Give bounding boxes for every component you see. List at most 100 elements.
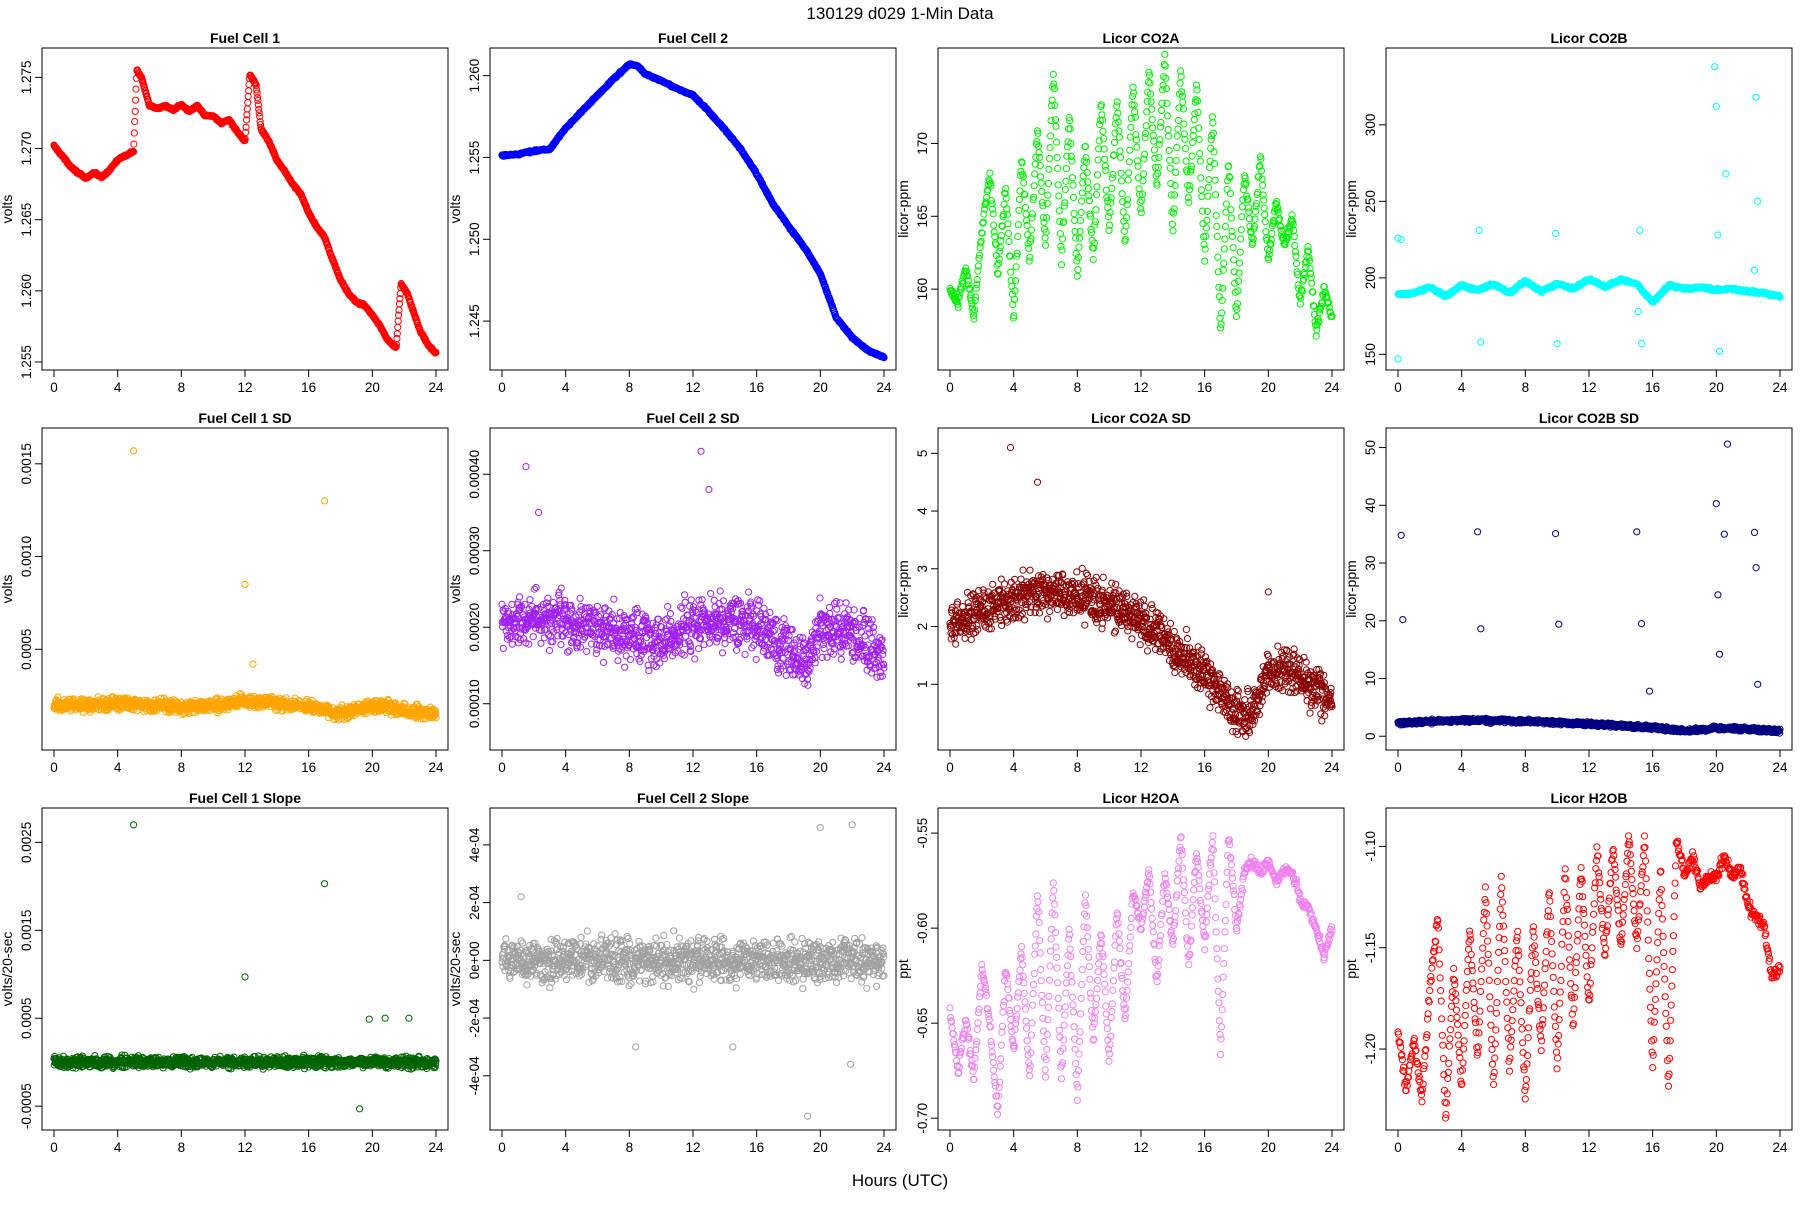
data-point xyxy=(1196,136,1202,142)
data-point xyxy=(1016,207,1022,213)
data-point xyxy=(1100,128,1106,134)
data-point xyxy=(1142,151,1148,157)
x-tick-label: 8 xyxy=(1522,380,1530,395)
data-point xyxy=(1058,262,1064,268)
data-point xyxy=(1134,144,1140,150)
data-point xyxy=(1205,193,1211,199)
data-point xyxy=(1166,147,1172,153)
data-point xyxy=(1250,236,1256,242)
data-point xyxy=(1043,242,1049,248)
data-point xyxy=(1182,146,1188,152)
y-tick-label: 1.245 xyxy=(467,304,482,338)
data-point xyxy=(1090,256,1096,262)
data-point xyxy=(1197,158,1203,164)
panel-title: Licor CO2A xyxy=(1102,30,1179,46)
data-point xyxy=(530,634,536,640)
panel-title: Fuel Cell 1 xyxy=(210,30,280,46)
data-point xyxy=(1076,244,1082,250)
data-point xyxy=(509,641,515,647)
data-point xyxy=(1005,230,1011,236)
panel-title: Fuel Cell 2 SD xyxy=(646,410,739,426)
data-point xyxy=(1263,229,1269,235)
data-point xyxy=(1191,117,1197,123)
outlier-point xyxy=(1723,171,1729,177)
data-point xyxy=(1071,211,1077,217)
data-point xyxy=(1164,113,1170,119)
x-tick-label: 20 xyxy=(365,380,380,395)
data-point xyxy=(1054,139,1060,145)
outlier-point xyxy=(322,498,328,504)
data-point xyxy=(500,645,506,651)
data-point xyxy=(987,170,993,176)
data-point xyxy=(1176,105,1182,111)
data-point xyxy=(546,647,552,653)
data-point xyxy=(1215,254,1221,260)
data-point xyxy=(1102,156,1108,162)
plot-frame xyxy=(1386,48,1792,370)
outlier-point xyxy=(242,581,248,587)
data-point xyxy=(1223,201,1229,207)
x-tick-label: 4 xyxy=(562,380,570,395)
y-axis-label: volts xyxy=(0,575,15,604)
x-tick-label: 8 xyxy=(626,380,634,395)
data-point xyxy=(1015,222,1021,228)
x-tick-label: 12 xyxy=(685,760,700,775)
data-point xyxy=(1143,130,1149,136)
data-point xyxy=(1183,158,1189,164)
y-axis-label: volts xyxy=(447,195,463,224)
y-tick-label: 1.275 xyxy=(19,60,34,94)
data-point xyxy=(1180,99,1186,105)
data-point xyxy=(1156,154,1162,160)
data-point xyxy=(1095,172,1101,178)
x-tick-label: 0 xyxy=(1394,380,1402,395)
data-point xyxy=(1013,278,1019,284)
x-tick-label: 24 xyxy=(1772,380,1788,395)
x-tick-label: 20 xyxy=(1709,380,1724,395)
x-tick-label: 20 xyxy=(1261,380,1276,395)
x-tick-label: 24 xyxy=(876,380,892,395)
data-point xyxy=(1050,71,1056,77)
data-point xyxy=(1021,180,1027,186)
data-point xyxy=(1293,253,1299,259)
data-point xyxy=(1228,215,1234,221)
y-tick-label: 1.270 xyxy=(19,132,34,166)
data-point xyxy=(499,601,505,607)
x-tick-label: 12 xyxy=(237,380,252,395)
y-axis-label: licor-ppm xyxy=(895,180,911,238)
data-point xyxy=(1200,221,1206,227)
data-point xyxy=(131,141,137,147)
data-point xyxy=(1197,151,1203,157)
data-point xyxy=(1051,86,1057,92)
data-point xyxy=(1238,227,1244,233)
y-tick-label: 0.00020 xyxy=(467,603,482,652)
data-point xyxy=(1199,194,1205,200)
data-point xyxy=(1026,245,1032,251)
data-point xyxy=(1119,191,1125,197)
data-point xyxy=(1177,80,1183,86)
data-point xyxy=(1016,196,1022,202)
data-point xyxy=(531,586,537,592)
outlier-point xyxy=(1553,230,1559,236)
y-tick-label: 300 xyxy=(1363,114,1378,137)
data-points xyxy=(51,67,439,356)
x-tick-label: 16 xyxy=(1645,380,1660,395)
data-point xyxy=(1109,185,1115,191)
outlier-point xyxy=(1755,198,1761,204)
outlier-point xyxy=(131,448,137,454)
data-point xyxy=(1150,125,1156,131)
data-points xyxy=(51,448,439,723)
data-point xyxy=(131,130,137,136)
data-point xyxy=(1075,267,1081,273)
data-point xyxy=(1228,207,1234,213)
data-point xyxy=(1173,169,1179,175)
data-point xyxy=(1023,211,1029,217)
data-point xyxy=(1126,159,1132,165)
data-point xyxy=(1045,180,1051,186)
data-point xyxy=(1157,137,1163,143)
data-point xyxy=(1126,170,1132,176)
data-point xyxy=(1267,247,1273,253)
